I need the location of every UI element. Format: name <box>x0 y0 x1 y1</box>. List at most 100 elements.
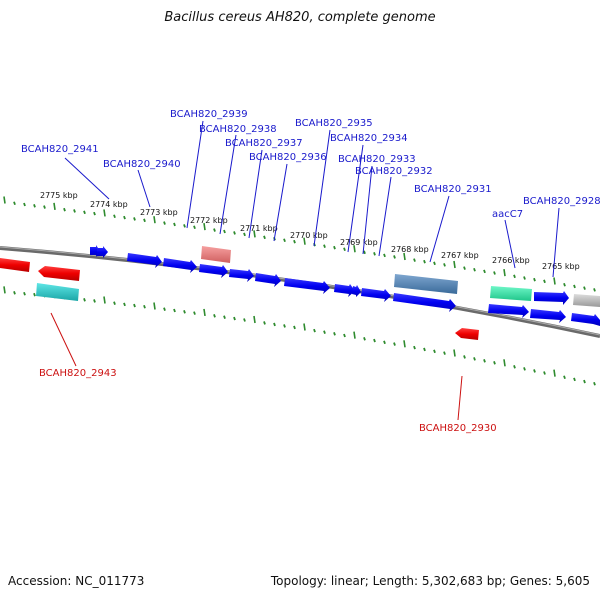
feature-BCAH820_2943[interactable] <box>36 283 79 301</box>
gene-label[interactable]: BCAH820_2936 <box>249 152 327 163</box>
minor-tick <box>373 338 376 343</box>
gene-BCAH820_2942[interactable] <box>38 266 80 281</box>
minor-tick <box>113 214 116 219</box>
minor-tick <box>573 377 576 382</box>
minor-tick <box>43 205 46 209</box>
minor-tick <box>563 375 566 380</box>
gene-label[interactable]: aacC7 <box>492 209 523 220</box>
gene-BCAH820_2937[interactable] <box>229 269 254 282</box>
gene-forward-unlabeled-1[interactable] <box>488 304 529 318</box>
minor-tick <box>283 324 286 328</box>
major-tick <box>253 230 256 238</box>
major-tick <box>353 331 356 339</box>
gene-BCAH820_2928[interactable] <box>534 291 569 305</box>
scale-label: 2767 kbp <box>441 251 479 260</box>
minor-tick <box>63 207 66 212</box>
minor-tick <box>23 202 26 207</box>
scale-label: 2772 kbp <box>190 216 228 225</box>
leader-lines <box>64 120 560 278</box>
gene-BCAH820_2932[interactable] <box>361 288 391 302</box>
major-tick <box>203 308 206 317</box>
minor-tick <box>533 369 536 373</box>
minor-tick <box>143 304 146 309</box>
minor-tick <box>113 301 116 305</box>
gene-arrow-small-2[interactable] <box>97 246 108 258</box>
minor-tick <box>473 267 476 272</box>
gene-BCAH820_2939[interactable] <box>163 258 197 273</box>
minor-tick <box>213 228 216 232</box>
scale-label: 2773 kbp <box>140 208 178 217</box>
feature-pink[interactable] <box>201 246 231 263</box>
minor-tick <box>593 381 596 386</box>
minor-tick <box>593 288 596 292</box>
major-tick <box>253 315 256 324</box>
minor-tick <box>183 224 186 228</box>
minor-tick <box>393 342 396 346</box>
minor-tick <box>413 258 416 262</box>
gene-BCAH820_2936[interactable] <box>255 273 281 287</box>
minor-tick <box>83 298 86 302</box>
gene-label[interactable]: BCAH820_2939 <box>170 109 248 120</box>
feature-aacC7[interactable] <box>490 286 532 301</box>
gene-label[interactable]: BCAH820_2933 <box>338 154 416 165</box>
gene-label[interactable]: BCAH820_2937 <box>225 138 303 149</box>
gene-BCAH820_2940[interactable] <box>127 253 162 268</box>
minor-tick <box>83 210 86 215</box>
feature-grey[interactable] <box>573 294 600 307</box>
minor-tick <box>463 355 466 359</box>
minor-tick <box>573 284 576 289</box>
scale-label: 2765 kbp <box>542 262 580 271</box>
minor-tick <box>123 215 126 220</box>
minor-tick <box>373 252 376 256</box>
reverse-gene-track <box>0 258 479 340</box>
gene-label[interactable]: BCAH820_2934 <box>330 133 408 144</box>
minor-tick <box>173 222 176 227</box>
gene-label[interactable]: BCAH820_2930 <box>419 423 497 434</box>
gene-BCAH820_2931[interactable] <box>393 293 456 312</box>
map-title: Bacillus cereus AH820, complete genome <box>164 10 436 25</box>
gene-BCAH820_2930[interactable] <box>455 328 479 340</box>
minor-tick <box>583 286 586 290</box>
gene-label[interactable]: BCAH820_2941 <box>21 144 99 155</box>
major-tick <box>303 323 306 331</box>
minor-tick <box>523 276 526 280</box>
gene-BCAH820_2941[interactable] <box>0 258 30 272</box>
minor-tick <box>493 271 496 275</box>
gene-label[interactable]: BCAH820_2943 <box>39 368 117 379</box>
feature-steel[interactable] <box>394 274 458 294</box>
major-tick <box>453 349 456 357</box>
gene-label[interactable]: BCAH820_2938 <box>199 124 277 135</box>
scale-label: 2774 kbp <box>90 200 128 209</box>
gene-forward-unlabeled-3[interactable] <box>571 313 600 326</box>
gene-label[interactable]: BCAH820_2935 <box>295 118 373 129</box>
gene-forward-unlabeled-2[interactable] <box>530 309 566 323</box>
minor-tick <box>283 238 286 243</box>
minor-tick <box>543 371 546 375</box>
gene-BCAH820_2935[interactable] <box>284 278 330 294</box>
minor-tick <box>333 245 336 250</box>
gene-label[interactable]: BCAH820_2932 <box>355 166 433 177</box>
minor-tick <box>323 330 326 334</box>
minor-tick <box>193 311 196 315</box>
gene-BCAH820_2938[interactable] <box>199 264 228 278</box>
minor-tick <box>163 221 166 225</box>
major-tick <box>553 369 556 377</box>
minor-tick <box>433 261 436 266</box>
gene-label[interactable]: BCAH820_2931 <box>414 184 492 195</box>
gene-BCAH820_2933[interactable] <box>352 285 361 297</box>
minor-tick <box>143 218 146 223</box>
minor-tick <box>33 204 36 208</box>
leader-lines-reverse <box>50 312 463 421</box>
gene-BCAH820_2934[interactable] <box>334 284 355 297</box>
major-tick <box>553 277 556 285</box>
minor-tick <box>383 340 386 345</box>
gene-label[interactable]: BCAH820_2928 <box>523 196 600 207</box>
gene-label[interactable]: BCAH820_2940 <box>103 159 181 170</box>
forward-gene-track <box>90 245 600 326</box>
major-tick <box>53 202 56 210</box>
minor-tick <box>213 314 216 318</box>
minor-tick <box>523 367 526 371</box>
minor-tick <box>423 347 426 352</box>
minor-tick <box>533 277 536 282</box>
